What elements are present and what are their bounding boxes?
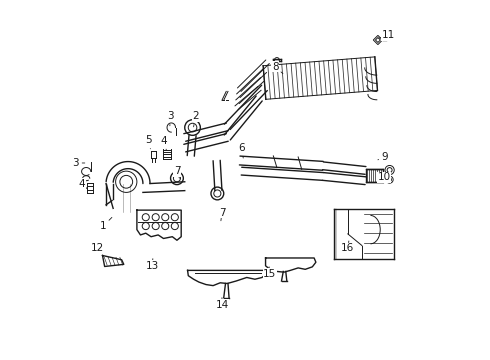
- Text: 4: 4: [78, 179, 87, 189]
- Text: 5: 5: [145, 135, 152, 149]
- Text: 4: 4: [160, 136, 167, 150]
- Text: 11: 11: [379, 30, 395, 40]
- Text: 10: 10: [378, 172, 391, 182]
- Text: 9: 9: [378, 152, 388, 162]
- Text: 7: 7: [219, 208, 225, 221]
- Text: 13: 13: [146, 259, 159, 271]
- Text: 14: 14: [215, 298, 229, 310]
- Text: 8: 8: [272, 62, 283, 74]
- Text: 3: 3: [167, 111, 174, 126]
- Text: 1: 1: [100, 217, 112, 231]
- Text: 6: 6: [238, 143, 245, 158]
- Text: 7: 7: [173, 166, 180, 178]
- Text: 12: 12: [91, 243, 104, 256]
- Text: 16: 16: [341, 241, 354, 253]
- Text: 2: 2: [192, 111, 198, 127]
- Text: 15: 15: [263, 267, 276, 279]
- Text: 3: 3: [72, 158, 85, 168]
